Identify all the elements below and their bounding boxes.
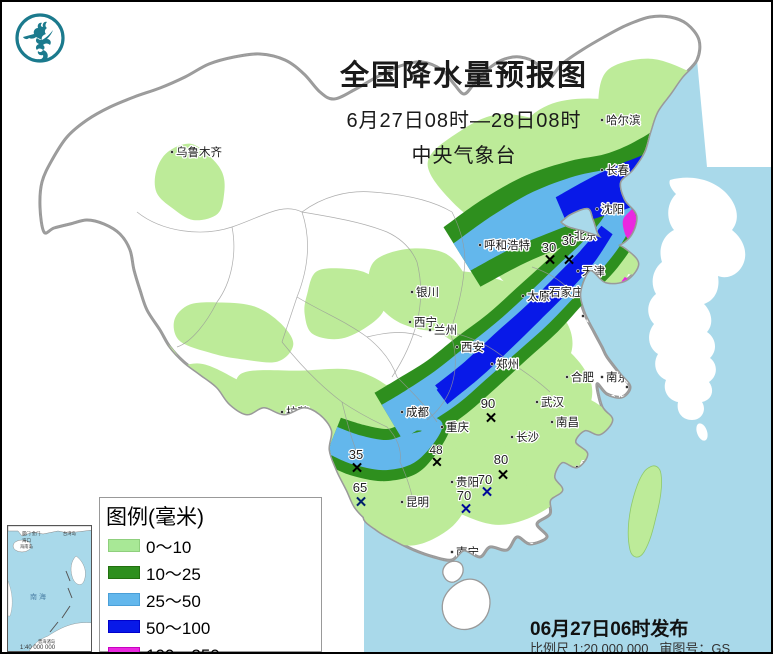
svg-text:南 海: 南 海 [30, 592, 46, 601]
svg-text:厦门 金门: 厦门 金门 [22, 530, 40, 537]
svg-text:石家庄: 石家庄 [549, 285, 584, 299]
svg-text:重庆: 重庆 [446, 420, 469, 434]
svg-text:郑州: 郑州 [496, 357, 519, 371]
svg-text:台湾岛: 台湾岛 [63, 530, 76, 537]
svg-text:1:40 000 000: 1:40 000 000 [20, 645, 56, 651]
svg-text:武汉: 武汉 [541, 396, 564, 409]
svg-text:乌鲁木齐: 乌鲁木齐 [176, 145, 222, 159]
svg-text:✕: ✕ [431, 454, 443, 470]
svg-text:✕: ✕ [563, 252, 576, 269]
svg-text:合肥: 合肥 [571, 370, 594, 384]
svg-text:✕: ✕ [351, 460, 364, 477]
svg-text:80: 80 [494, 452, 508, 467]
svg-text:曾海渚岛: 曾海渚岛 [38, 638, 55, 645]
svg-text:90: 90 [481, 396, 495, 411]
svg-text:✕: ✕ [460, 501, 473, 518]
svg-text:海南岛: 海南岛 [20, 543, 33, 550]
svg-text:贵阳: 贵阳 [456, 476, 479, 489]
svg-text:海口: 海口 [22, 537, 31, 544]
svg-text:✕: ✕ [497, 467, 510, 484]
svg-text:✕: ✕ [485, 410, 498, 427]
svg-text:兰州: 兰州 [434, 324, 457, 337]
svg-text:沈阳: 沈阳 [601, 202, 624, 216]
svg-text:✕: ✕ [481, 484, 494, 501]
svg-text:银川: 银川 [416, 285, 439, 299]
svg-text:呼和浩特: 呼和浩特 [484, 238, 530, 252]
svg-text:西安: 西安 [461, 340, 484, 354]
svg-text:南昌: 南昌 [556, 415, 579, 429]
svg-text:成都: 成都 [406, 406, 429, 419]
svg-text:长沙: 长沙 [516, 431, 539, 444]
svg-text:✕: ✕ [355, 494, 368, 511]
svg-text:昆明: 昆明 [406, 496, 429, 509]
svg-text:65: 65 [353, 480, 367, 495]
svg-text:✕: ✕ [544, 252, 557, 269]
